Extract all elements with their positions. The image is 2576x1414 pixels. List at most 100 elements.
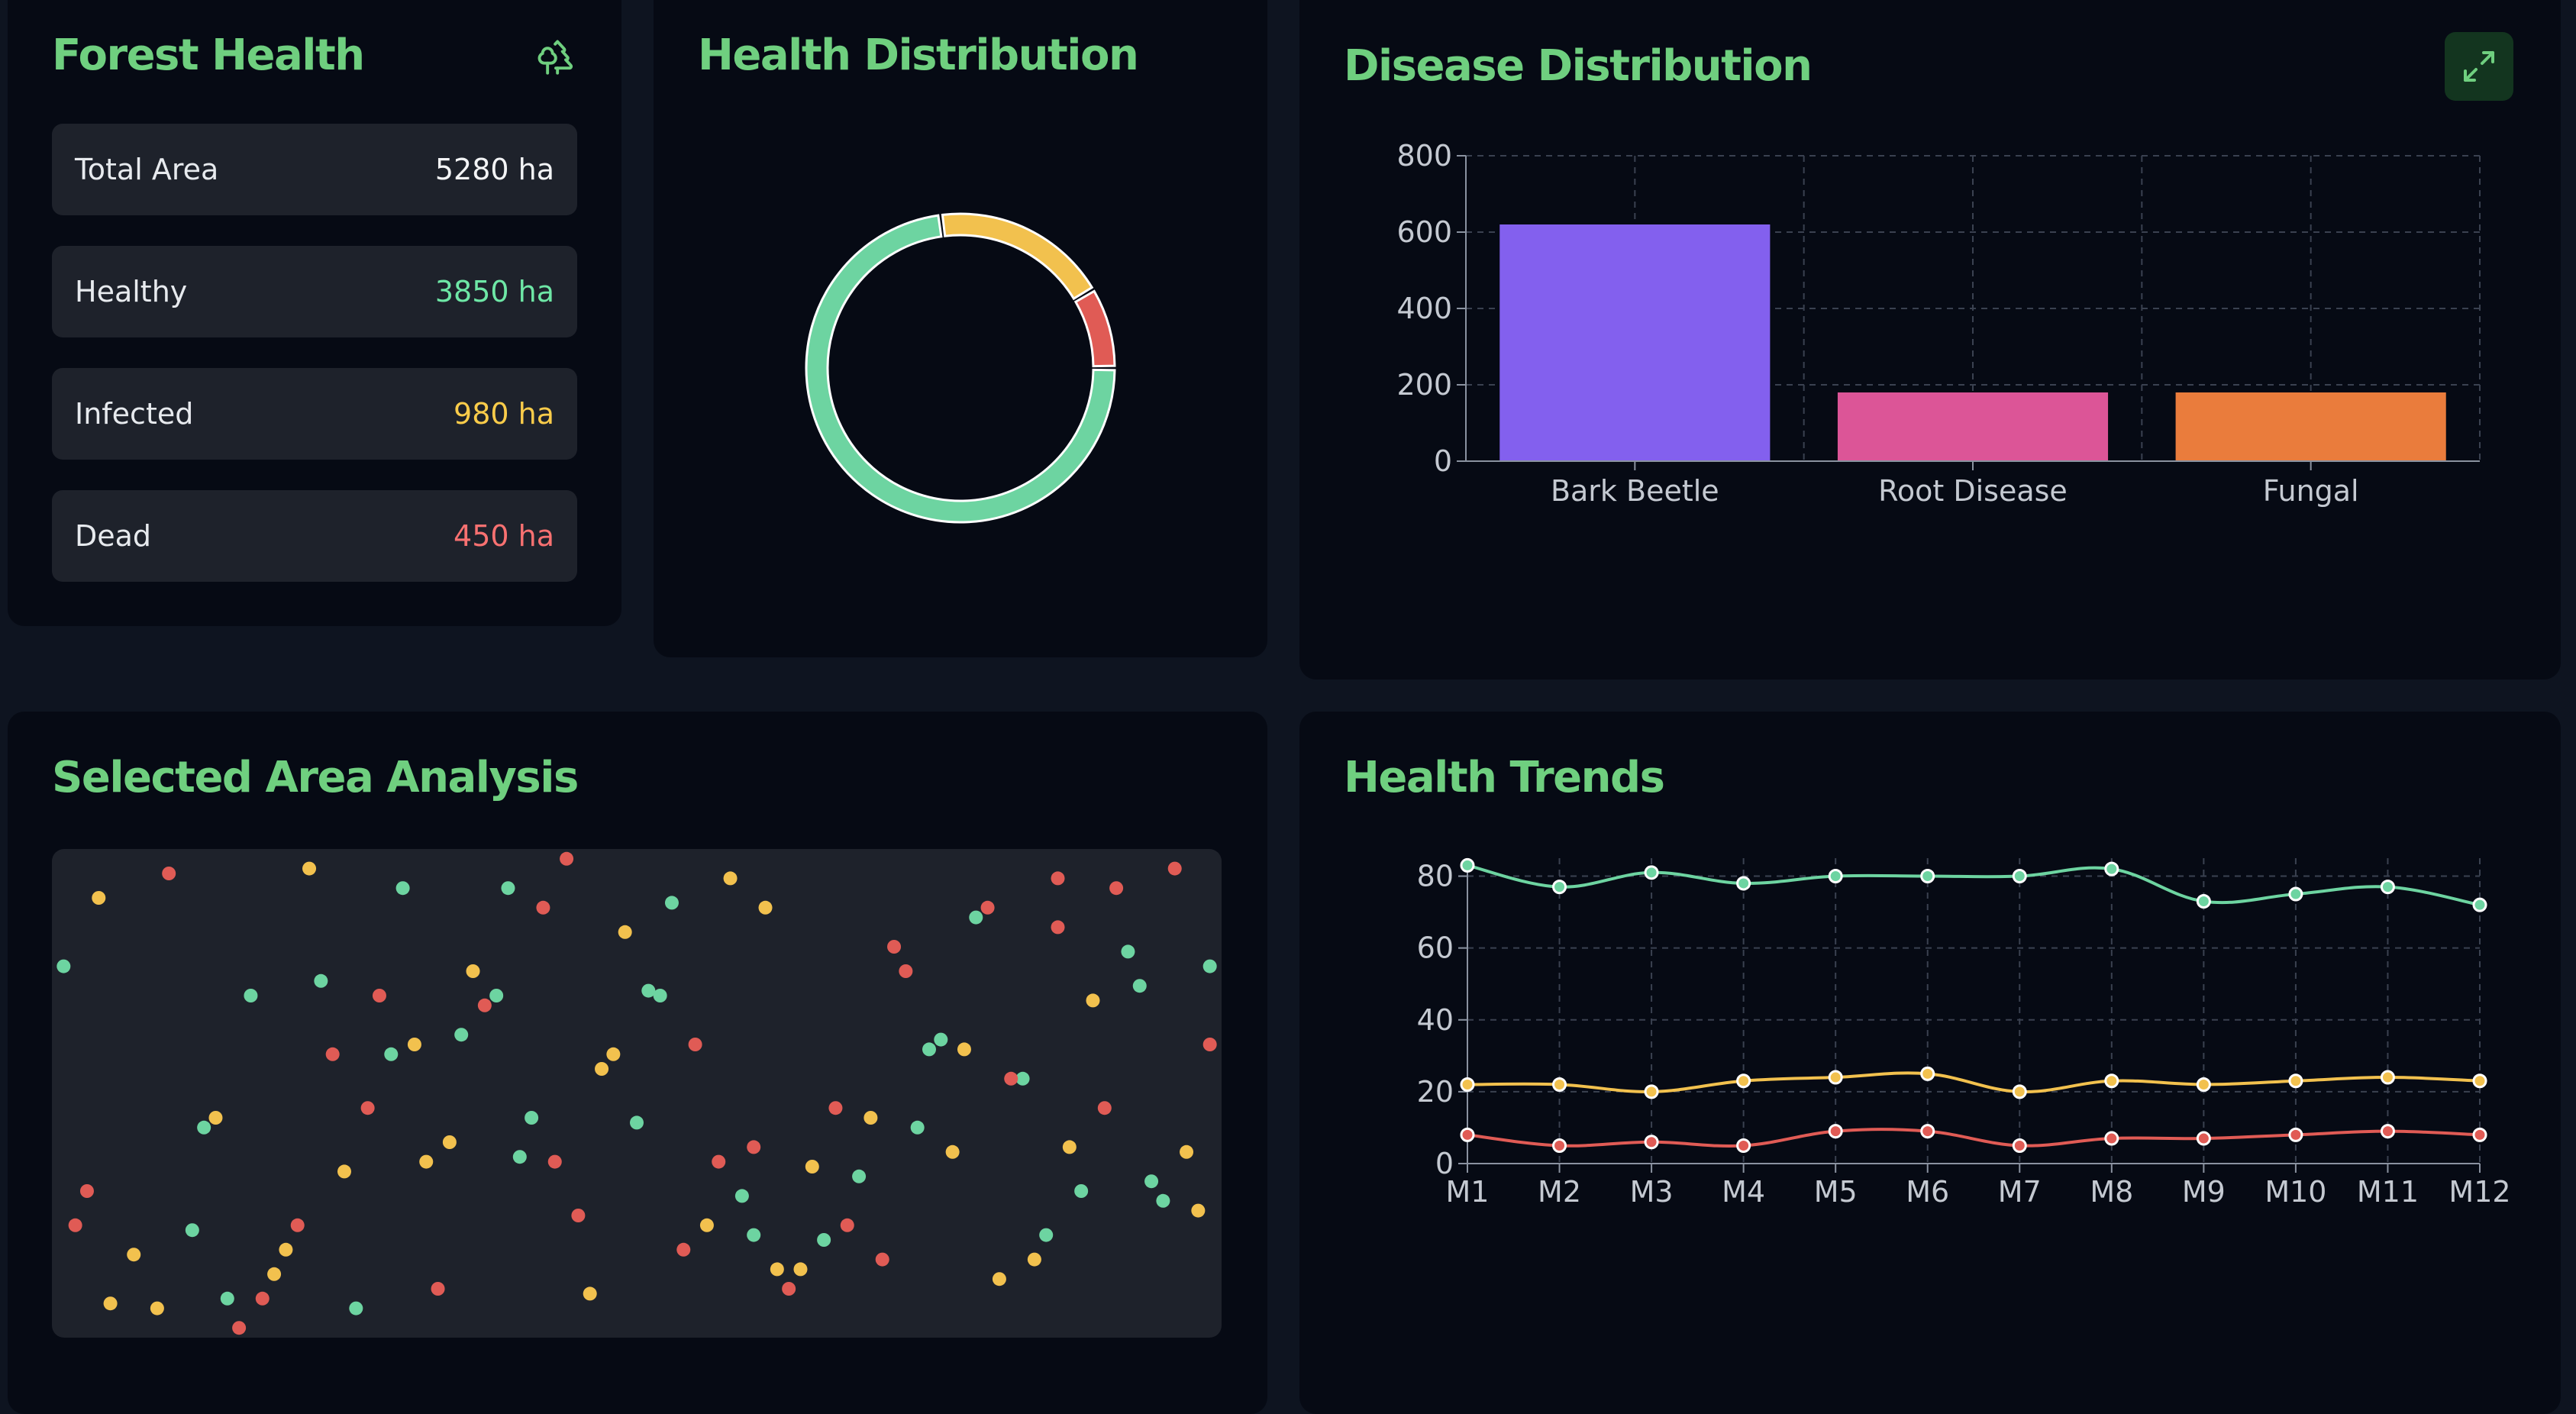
map-point-healthy — [1074, 1184, 1089, 1198]
y-tick-label: 40 — [1417, 1003, 1454, 1037]
y-tick-label: 600 — [1396, 215, 1452, 249]
map-point-dead — [162, 867, 176, 880]
map-point-dead — [547, 1154, 562, 1169]
series-point-0 — [2380, 880, 2395, 895]
series-point-1 — [1460, 1077, 1475, 1092]
map-point-healthy — [501, 881, 515, 896]
map-point-dead — [79, 1184, 94, 1198]
expand-button[interactable] — [2445, 32, 2513, 101]
map-point-infected — [770, 1262, 784, 1277]
tree-icon — [536, 37, 576, 76]
series-point-0 — [1552, 880, 1567, 895]
map-point-infected — [279, 1242, 293, 1257]
map-point-dead — [676, 1242, 691, 1257]
map-point-infected — [103, 1296, 118, 1311]
stat-healthy: Healthy 3850 ha — [52, 246, 577, 337]
map-point-infected — [606, 1047, 621, 1061]
map-point-infected — [595, 1062, 609, 1076]
map-point-dead — [536, 900, 550, 915]
bar-fungal — [2175, 392, 2446, 461]
series-point-1 — [1644, 1084, 1659, 1099]
map-point-dead — [232, 1321, 247, 1335]
map-point-healthy — [1144, 1174, 1159, 1189]
map-point-healthy — [1121, 944, 1135, 959]
map-point-infected — [723, 871, 738, 886]
map-point-healthy — [525, 1111, 539, 1125]
map-point-dead — [477, 998, 492, 1012]
map-point-dead — [828, 1101, 843, 1115]
map-point-dead — [290, 1218, 305, 1232]
series-point-0 — [2012, 869, 2027, 884]
map-point-dead — [325, 1047, 340, 1061]
map-point-dead — [688, 1038, 702, 1051]
map-point-dead — [1167, 861, 1182, 876]
map-point-infected — [1027, 1252, 1041, 1267]
map-point-infected — [208, 1111, 223, 1125]
area-map[interactable] — [52, 849, 1222, 1338]
map-point-infected — [957, 1042, 971, 1057]
selected-area-title: Selected Area Analysis — [52, 753, 579, 802]
map-point-healthy — [185, 1223, 199, 1238]
series-point-1 — [1736, 1073, 1751, 1089]
map-point-dead — [1109, 881, 1124, 896]
series-point-0 — [2196, 893, 2211, 909]
series-point-0 — [1828, 869, 1843, 884]
series-point-2 — [1552, 1138, 1567, 1153]
map-point-infected — [793, 1262, 808, 1277]
stat-value: 450 ha — [454, 519, 554, 553]
series-point-2 — [1460, 1127, 1475, 1142]
health-trends-panel: Health Trends 0 20 40 60 80 M1 M2 M3 M4 M5 M6 M7 M8 M… — [1299, 712, 2561, 1414]
series-point-1 — [1920, 1066, 1935, 1081]
map-point-dead — [875, 1252, 889, 1267]
map-point-dead — [360, 1101, 375, 1115]
series-point-2 — [2104, 1131, 2119, 1146]
map-point-dead — [712, 1154, 726, 1169]
area-scatter-plot[interactable] — [52, 849, 1222, 1338]
series-point-1 — [2288, 1073, 2303, 1089]
map-point-dead — [1051, 920, 1065, 935]
health-donut-chart — [805, 212, 1116, 524]
bar-root-disease — [1837, 392, 2109, 461]
map-point-dead — [1097, 1101, 1112, 1115]
expand-icon — [2464, 51, 2494, 82]
map-point-healthy — [1039, 1228, 1054, 1242]
health-distribution-title: Health Distribution — [698, 31, 1139, 80]
map-point-healthy — [56, 959, 71, 973]
series-point-2 — [2196, 1131, 2211, 1146]
map-point-infected — [992, 1272, 1006, 1286]
disease-bar-chart: 0 200 400 600 800 Bark Beetle Root Disease Fung… — [1396, 139, 2481, 508]
map-point-infected — [407, 1038, 421, 1051]
series-line-1 — [1467, 1071, 2481, 1093]
map-point-dead — [747, 1140, 761, 1154]
map-point-infected — [127, 1248, 141, 1262]
map-point-infected — [1062, 1140, 1077, 1154]
series-point-2 — [1644, 1135, 1659, 1150]
series-point-2 — [2380, 1124, 2395, 1139]
series-point-0 — [2288, 886, 2303, 902]
map-point-dead — [782, 1282, 796, 1296]
x-tick-label: M5 — [1814, 1175, 1858, 1209]
map-point-infected — [337, 1164, 351, 1179]
health-trends-line-chart: 0 20 40 60 80 M1 M2 M3 M4 M5 M6 M7 M8 M9 M10 M11 M12 — [1417, 857, 2511, 1209]
stat-value: 980 ha — [454, 397, 554, 431]
map-point-healthy — [910, 1120, 925, 1135]
series-point-0 — [1920, 869, 1935, 884]
map-point-healthy — [197, 1120, 211, 1135]
map-point-healthy — [489, 989, 504, 1002]
map-point-dead — [560, 851, 574, 866]
donut-slice-infected — [941, 212, 1094, 301]
map-point-healthy — [934, 1032, 948, 1047]
series-point-2 — [2012, 1138, 2027, 1153]
map-point-healthy — [314, 973, 328, 988]
stat-infected: Infected 980 ha — [52, 368, 577, 460]
map-point-healthy — [630, 1115, 644, 1130]
y-tick-label: 0 — [1434, 444, 1452, 478]
map-point-infected — [864, 1111, 878, 1125]
map-point-dead — [840, 1218, 854, 1232]
series-point-1 — [2472, 1073, 2487, 1089]
map-point-infected — [442, 1135, 457, 1149]
map-point-dead — [1202, 1038, 1217, 1051]
series-point-0 — [2472, 897, 2487, 912]
map-point-healthy — [454, 1028, 469, 1042]
series-point-0 — [1736, 876, 1751, 891]
